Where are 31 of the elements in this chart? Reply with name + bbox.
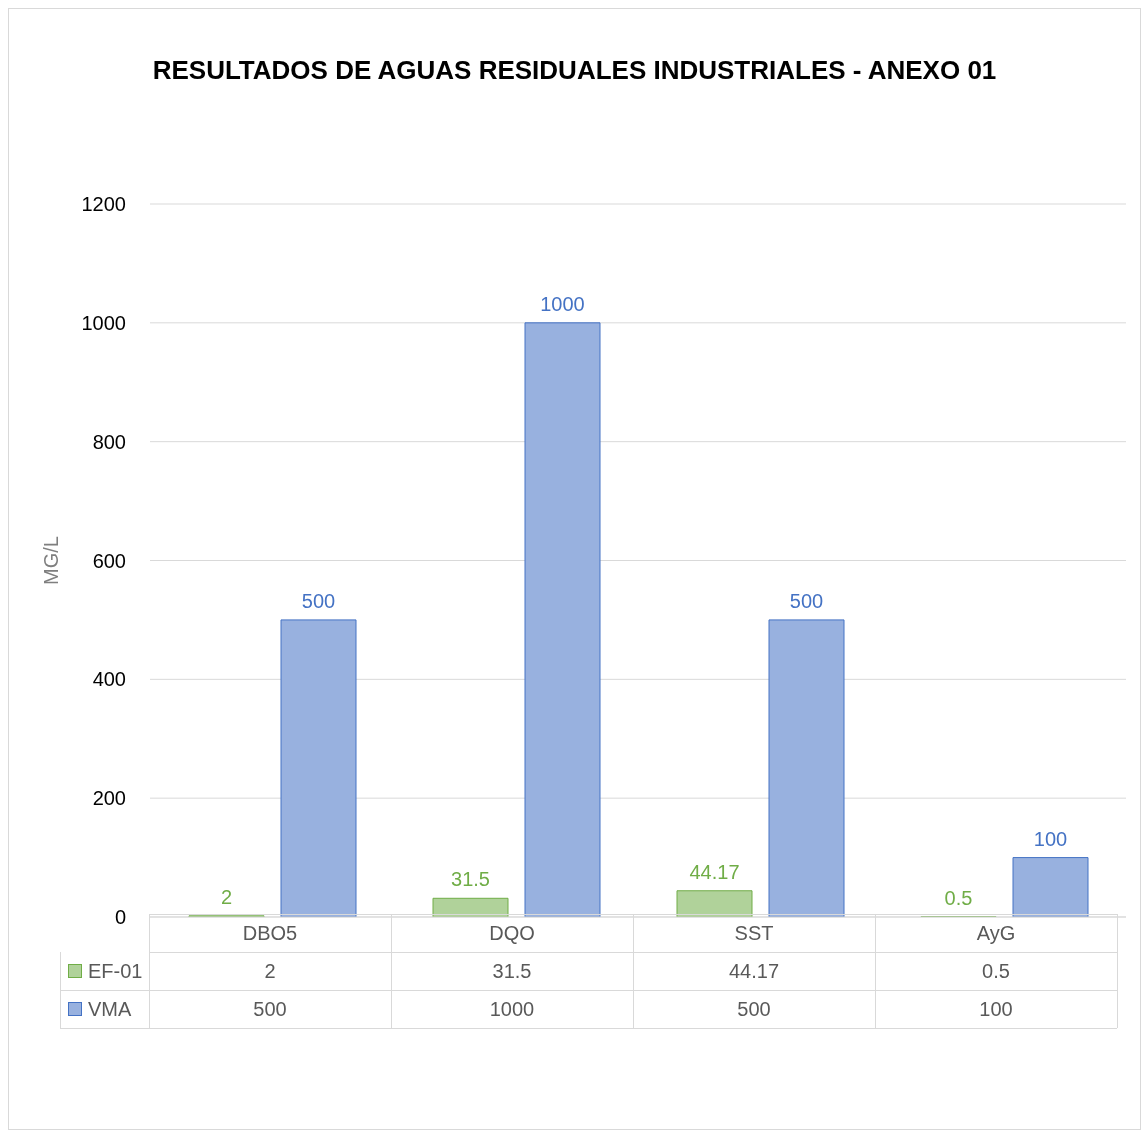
y-tick-label: 1200 [81, 193, 126, 216]
text: 0.5 [944, 886, 973, 909]
legend-label: EF-01 [87, 958, 144, 984]
x-tick-label: AyG [975, 920, 1017, 946]
y-tick-label: 800 [92, 430, 126, 453]
text: 31.5 [451, 868, 490, 891]
y-tick-label: 600 [92, 549, 126, 572]
y-axis-title: MG/L [40, 536, 63, 585]
y-tick-label: 1000 [81, 311, 126, 334]
chart-title: RESULTADOS DE AGUAS RESIDUALES INDUSTRIALES - ANEXO 01 [151, 55, 998, 86]
data-label: 500 [736, 996, 772, 1022]
x-tick-label: DBO5 [241, 920, 299, 946]
y-tick-label: 0 [114, 906, 126, 929]
y-tick-label: 200 [92, 787, 126, 810]
x-tick-label: DQO [488, 920, 536, 946]
text: 1000 [540, 292, 585, 315]
text: 2 [220, 885, 233, 908]
legend-label: VMA [87, 996, 133, 1022]
data-label: 44.17 [727, 958, 781, 984]
text: 44.17 [689, 860, 740, 883]
text: 500 [301, 589, 336, 612]
text: 500 [789, 589, 824, 612]
data-label: 2 [263, 958, 277, 984]
data-label: 1000 [488, 996, 536, 1022]
data-label: 0.5 [981, 958, 1011, 984]
text: 100 [1033, 827, 1068, 850]
y-tick-label: 400 [92, 668, 126, 691]
data-label: 31.5 [491, 958, 533, 984]
x-tick-label: SST [733, 920, 775, 946]
data-label: 100 [978, 996, 1014, 1022]
data-label: 500 [252, 996, 288, 1022]
